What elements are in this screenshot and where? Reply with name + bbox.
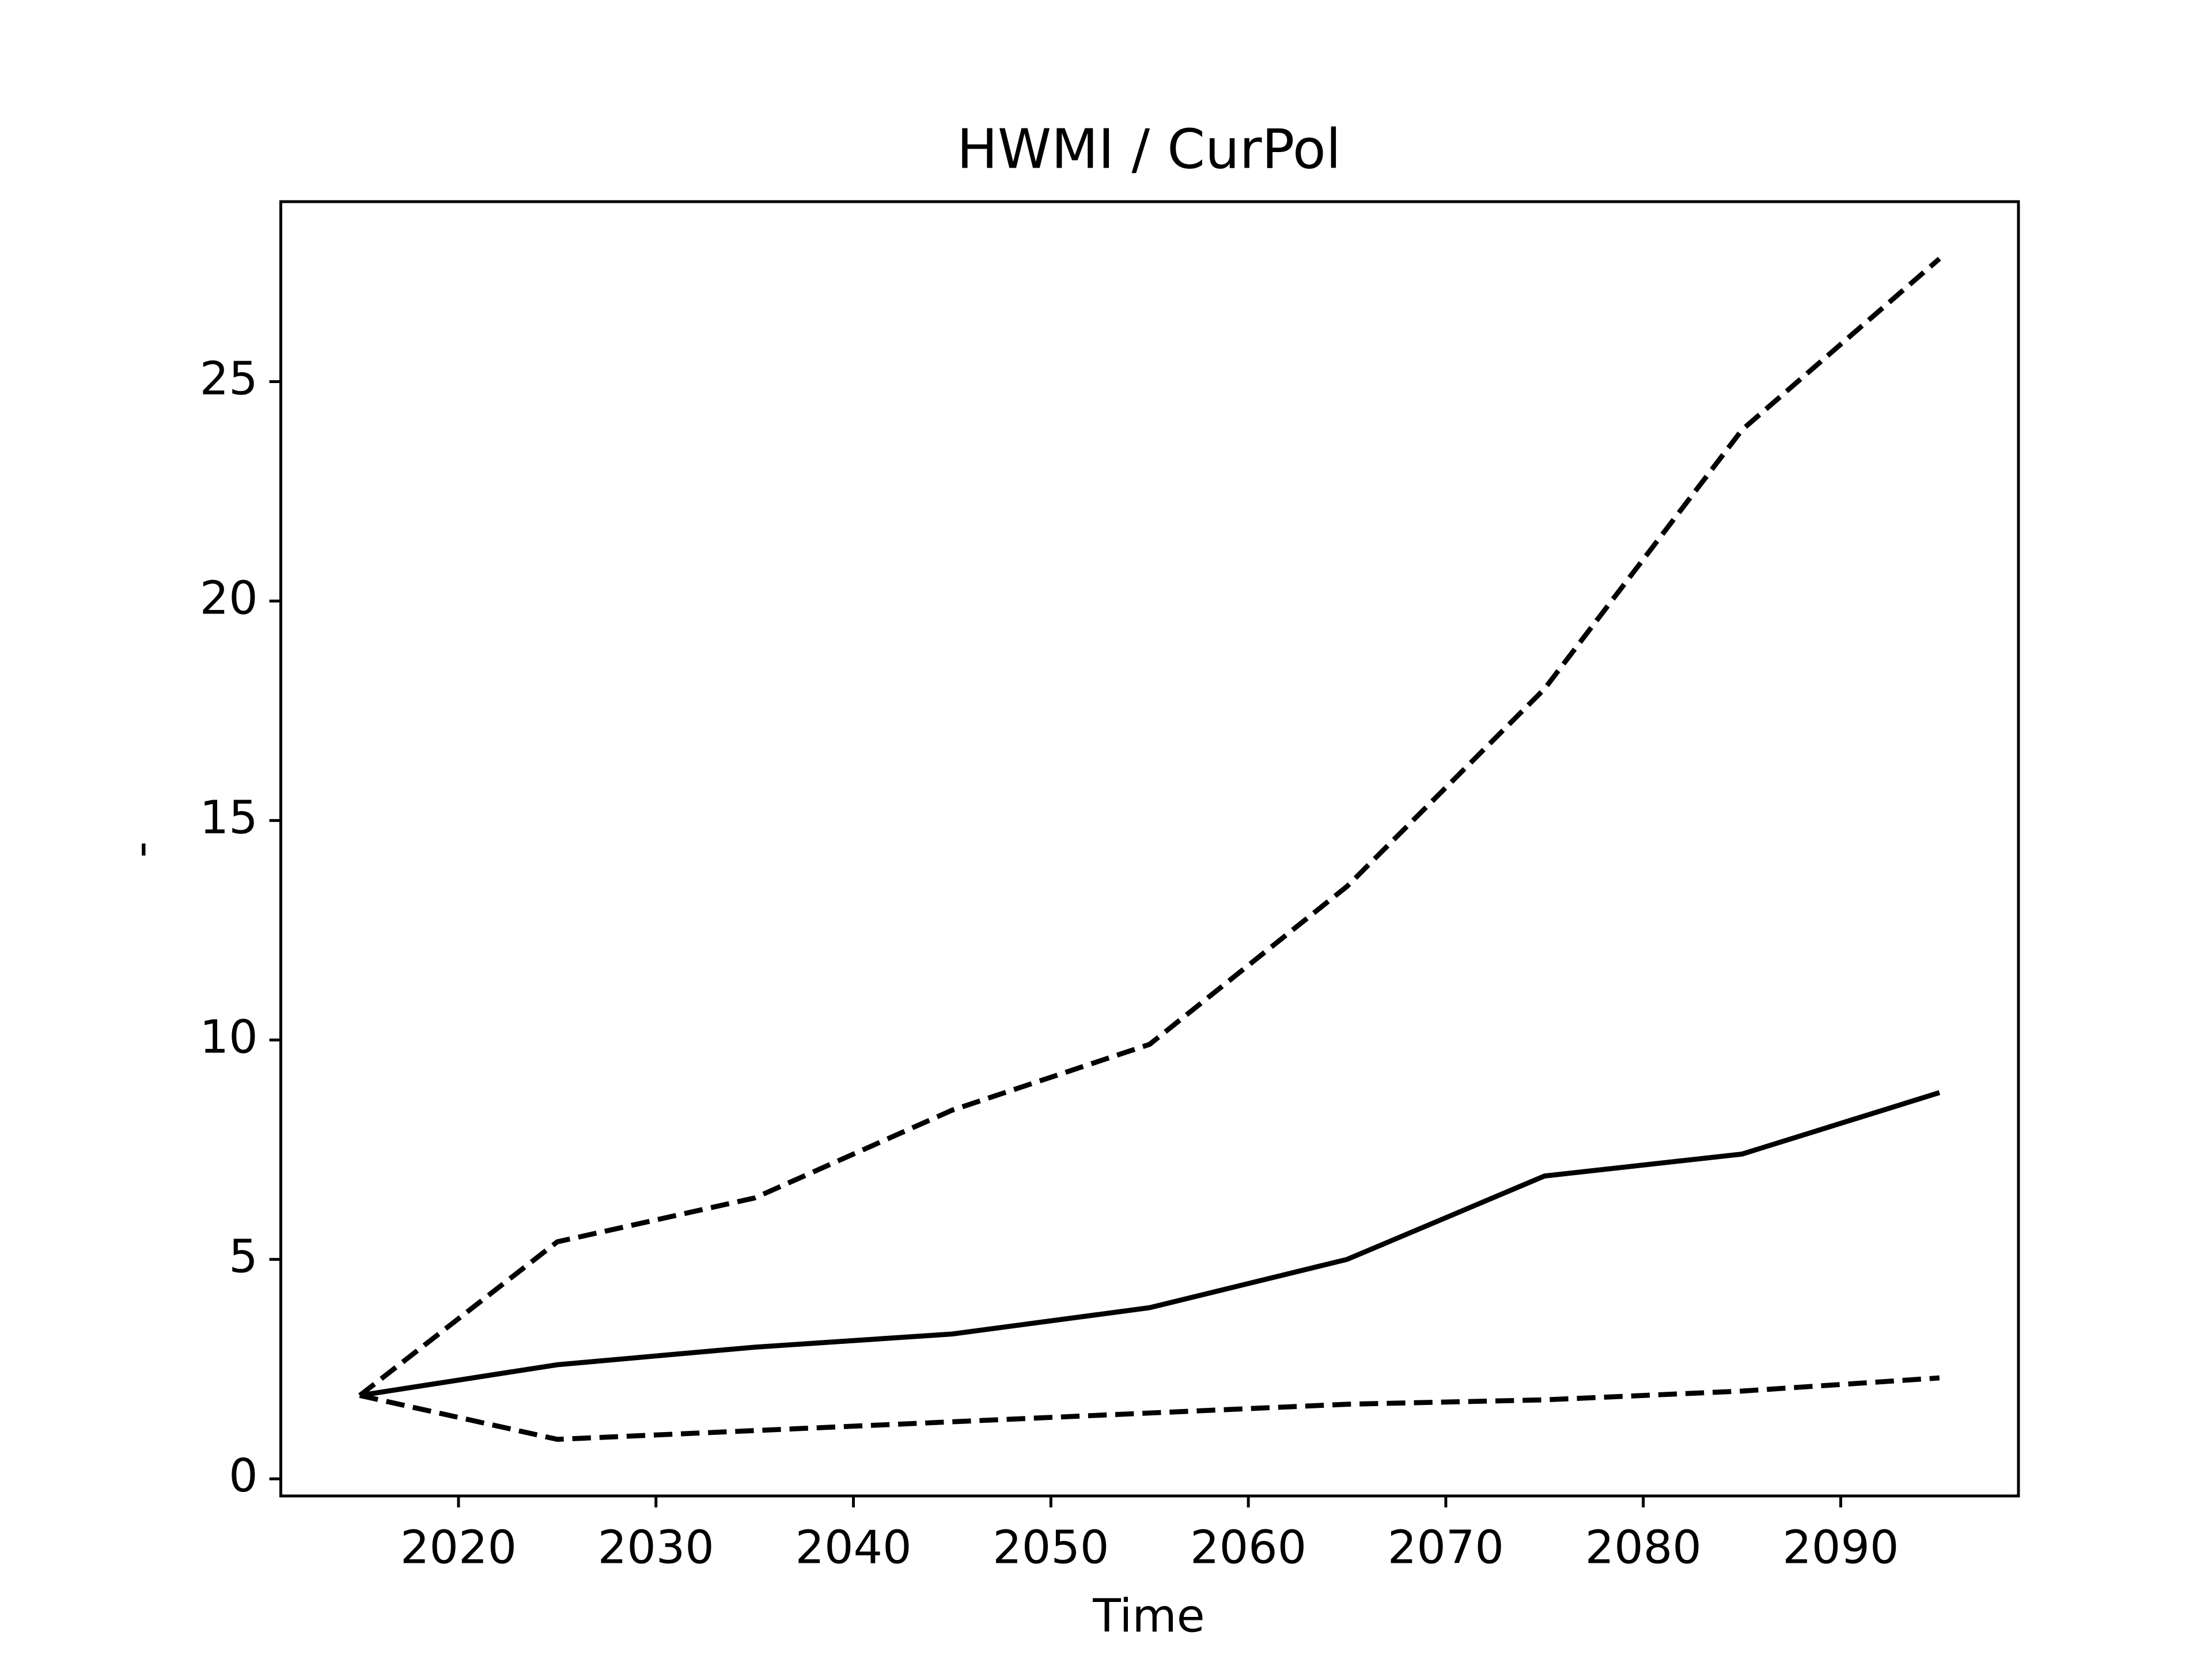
plot-frame <box>279 200 2020 1498</box>
x-axis-label: Time <box>1092 1589 1205 1642</box>
y-tick-label: 5 <box>229 1229 258 1283</box>
x-tick-label: 2070 <box>1388 1520 1504 1574</box>
x-tick-label: 2050 <box>993 1520 1109 1574</box>
x-tick-label: 2040 <box>795 1520 911 1574</box>
y-axis-label: - <box>113 841 167 858</box>
series-line <box>359 1090 1941 1398</box>
series-line <box>358 256 1941 1397</box>
y-tick-label: 15 <box>200 790 258 844</box>
x-tick-label: 2090 <box>1782 1520 1899 1574</box>
chart-title: HWMI / CurPol <box>957 118 1341 181</box>
x-tick-label: 2060 <box>1190 1520 1306 1574</box>
y-tick-label: 25 <box>200 351 258 405</box>
x-tick-label: 2080 <box>1585 1520 1702 1574</box>
x-tick-label: 2030 <box>598 1520 714 1574</box>
y-tick-label: 0 <box>229 1449 258 1502</box>
x-tick-label: 2020 <box>400 1520 517 1574</box>
series-line <box>359 1375 1940 1442</box>
y-tick-label: 10 <box>200 1010 258 1063</box>
y-tick-label: 20 <box>200 571 258 624</box>
